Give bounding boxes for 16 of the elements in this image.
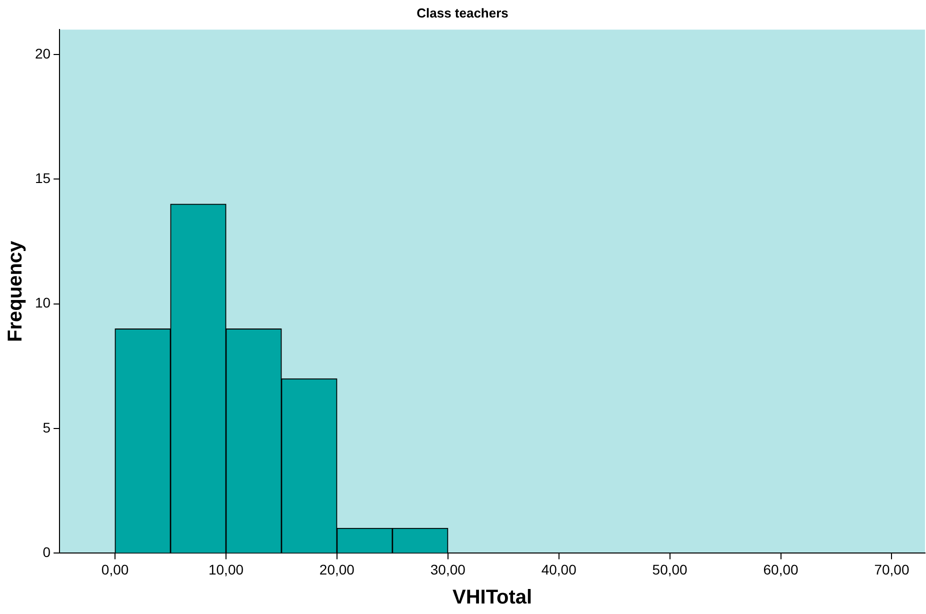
y-tick-label: 0 xyxy=(42,544,51,560)
x-tick-label: 10,00 xyxy=(208,561,244,578)
x-tick-label: 50,00 xyxy=(652,561,688,578)
x-tick-label: 60,00 xyxy=(763,561,798,578)
x-tick-label: 70,00 xyxy=(874,561,910,578)
y-tick-label: 15 xyxy=(34,170,51,186)
y-axis-title: Frequency xyxy=(4,240,27,342)
x-tick-label: 40,00 xyxy=(541,561,577,578)
y-tick-label: 5 xyxy=(42,419,51,436)
x-tick-label: 20,00 xyxy=(319,561,355,578)
y-tick-label: 10 xyxy=(34,294,51,311)
x-tick-label: 0,00 xyxy=(101,561,129,578)
y-tick-label: 20 xyxy=(34,45,51,62)
x-tick-label: 30,00 xyxy=(430,561,466,578)
x-axis-title: VHITotal xyxy=(452,586,532,609)
chart-title: Class teachers xyxy=(416,5,508,20)
